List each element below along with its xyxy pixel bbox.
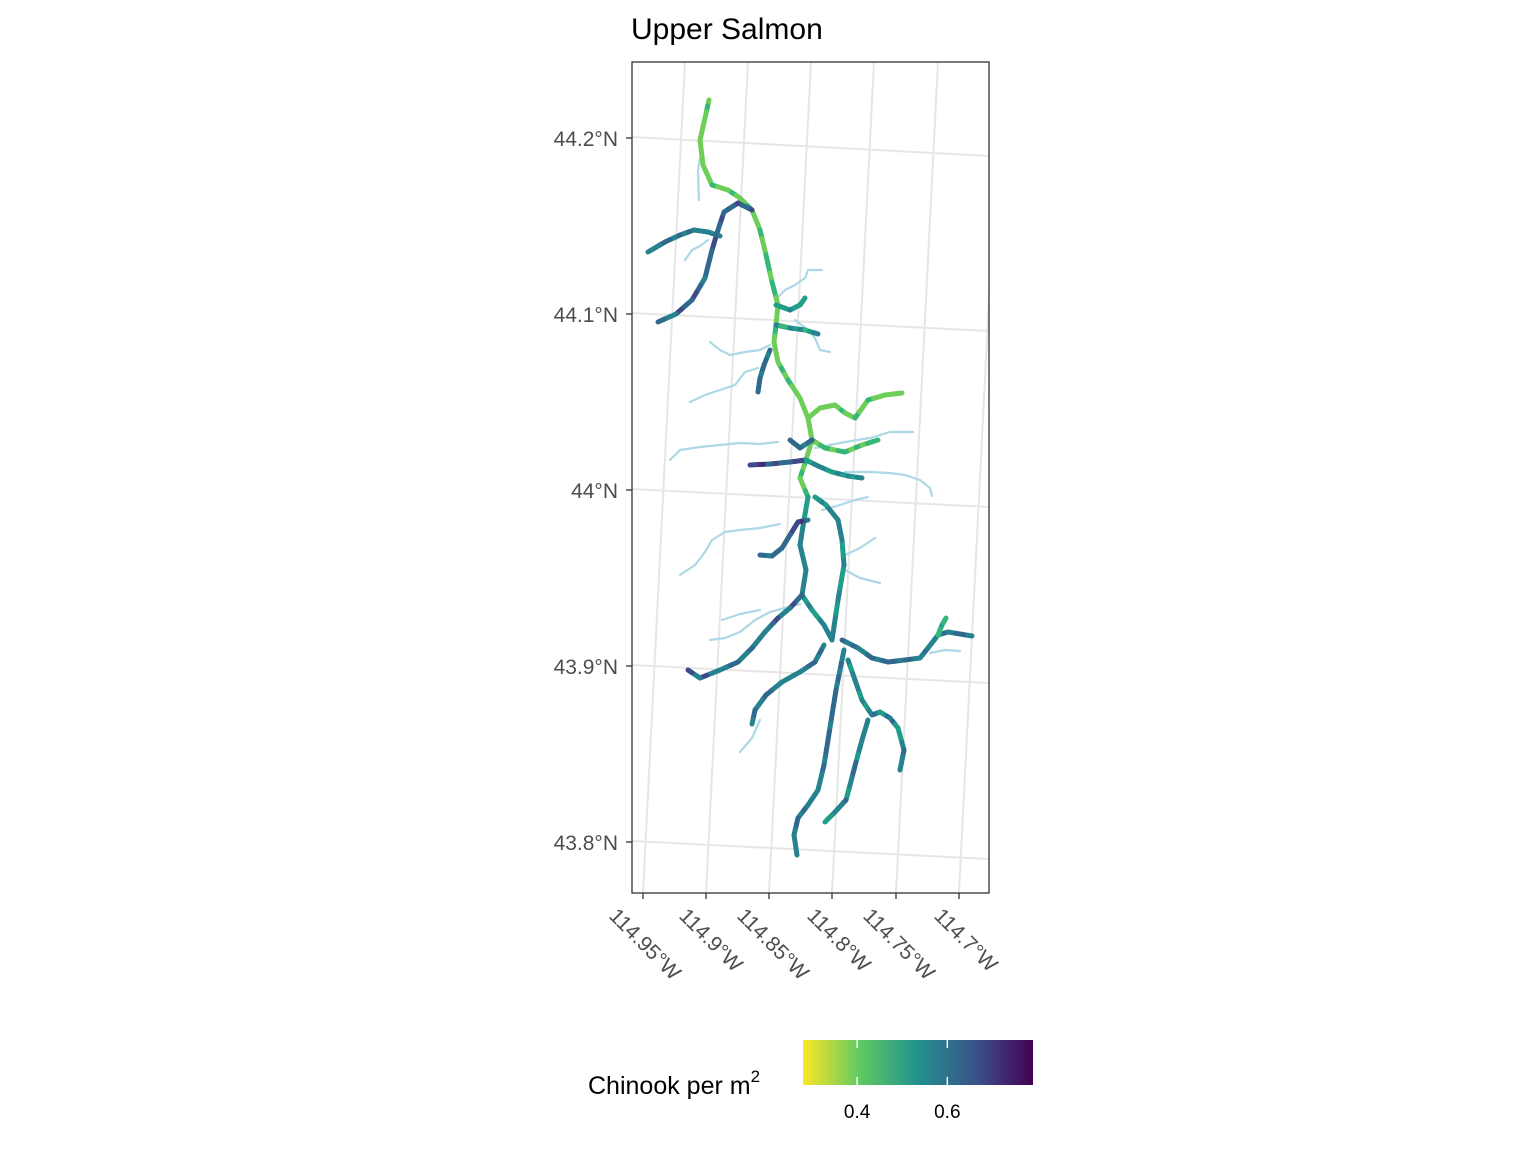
stream-segment (796, 848, 797, 855)
stream-segment (968, 635, 972, 636)
stream-segment (825, 819, 828, 822)
stream-segment (814, 333, 818, 334)
stream-segment (808, 440, 812, 443)
longitude-axis: 114.95°W 114.9°W 114.85°W 114.8°W 114.75… (604, 893, 1001, 985)
legend-colorbar (803, 1040, 1033, 1085)
stream-segment (758, 387, 759, 392)
stream-segment (803, 298, 805, 300)
lat-tick-label: 43.9°N (554, 656, 618, 679)
lat-tick-label: 44.2°N (554, 128, 618, 151)
stream-segment (896, 393, 902, 394)
stream-segment (752, 719, 753, 724)
lat-tick-label: 44°N (571, 480, 618, 503)
lon-tick-label: 114.85°W (732, 904, 813, 985)
legend-title: Chinook per m2 (588, 1067, 760, 1100)
lon-tick-label: 114.9°W (674, 904, 746, 976)
stream-segment (815, 497, 819, 500)
legend-title-superscript: 2 (751, 1067, 760, 1086)
stream-segment (648, 249, 654, 252)
stream-segment (688, 670, 692, 673)
lat-tick-label: 43.8°N (554, 832, 618, 855)
lon-tick-label: 114.95°W (604, 904, 685, 985)
stream-segment (945, 618, 946, 620)
lon-tick-label: 114.75°W (858, 904, 939, 985)
map-title: Upper Salmon (631, 13, 823, 46)
legend-title-main: Chinook per m (588, 1072, 751, 1100)
lat-tick-label: 44.1°N (554, 304, 618, 327)
latitude-axis: 44.2°N 44.1°N 44°N 43.9°N 43.8°N (554, 128, 632, 855)
stream-segment (900, 763, 901, 770)
stream-segment (873, 440, 878, 442)
map-panel-background (632, 62, 989, 893)
color-legend: Chinook per m2 0.4 0.6 (588, 1040, 1033, 1123)
stream-segment (658, 319, 664, 322)
stream-segment (857, 477, 862, 478)
legend-tick-label: 0.6 (934, 1102, 960, 1123)
lon-tick-label: 114.7°W (929, 904, 1001, 976)
legend-tick-label: 0.4 (844, 1102, 871, 1123)
